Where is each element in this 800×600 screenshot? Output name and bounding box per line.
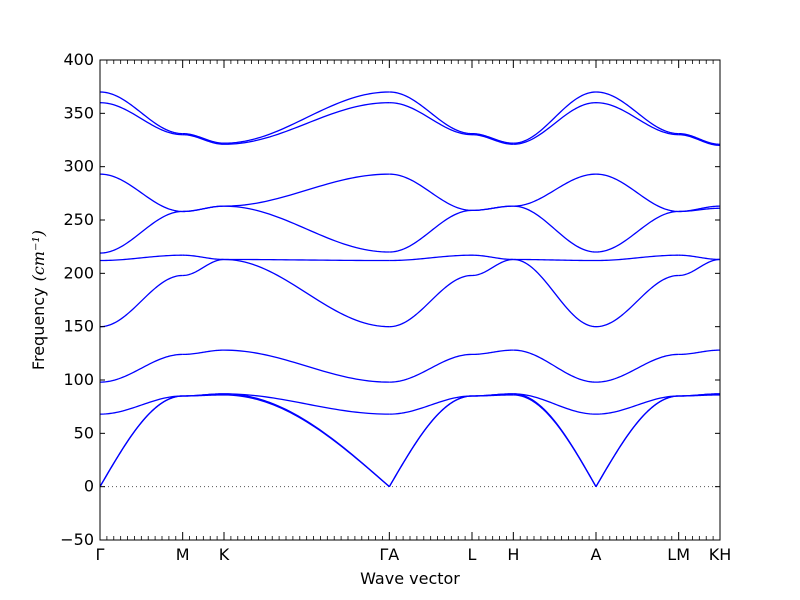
y-tick-label: 250: [63, 210, 94, 229]
band-line-seg5-band6: [513, 205, 597, 253]
plot-area: [100, 60, 720, 540]
y-tick-label: 100: [63, 370, 94, 389]
band-line-seg6-band5: [596, 254, 679, 262]
band-line-seg6-band7: [595, 173, 679, 213]
band-line-seg7-band3: [678, 349, 720, 356]
band-line-seg1-band5: [182, 254, 225, 261]
band-line-seg2-band2: [223, 393, 390, 415]
y-tick-label: 150: [63, 317, 94, 336]
y-tick-label: 0: [84, 477, 94, 496]
band-line-seg4-band7: [471, 205, 514, 212]
band-line-seg0-band1: [100, 395, 183, 487]
band-line-seg2-band3: [223, 349, 390, 383]
band-line-seg2-band7: [223, 173, 390, 207]
band-line-seg5-band4: [513, 258, 597, 328]
band-line-seg4-band4: [471, 258, 514, 277]
y-axis-title-unit: (cm⁻¹): [29, 230, 48, 281]
band-line-seg5-band1: [513, 393, 597, 487]
band-line-seg0-band3: [100, 353, 183, 383]
band-line-seg2-band8: [223, 102, 390, 145]
x-tick-label: H: [507, 545, 519, 564]
band-line-seg1-band9: [182, 132, 225, 144]
band-line-seg6-band6: [595, 210, 679, 253]
band-line-seg0-band2: [100, 395, 183, 415]
band-line-seg5-band3: [513, 349, 597, 383]
x-tick-label: LM: [667, 545, 690, 564]
phonon-bands: [100, 91, 720, 488]
band-line-seg1-band4: [182, 258, 225, 277]
band-line-seg6-band3: [595, 353, 679, 383]
band-line-seg3-band5: [389, 254, 473, 262]
y-axis-title-text: Frequency: [29, 287, 48, 370]
x-tick-label: M: [176, 545, 190, 564]
y-tick-label: 50: [74, 423, 94, 442]
band-line-seg5-band9: [513, 91, 597, 144]
plot-frame: [99, 59, 721, 541]
band-line-seg1-band3: [182, 349, 225, 356]
x-tick-label: Γ: [96, 545, 105, 564]
band-line-seg3-band9: [389, 91, 473, 135]
band-line-seg2-band5: [224, 258, 390, 262]
x-tick-label: L: [468, 545, 477, 564]
band-line-seg6-band9: [595, 91, 679, 135]
band-line-seg3-band1: [388, 395, 473, 487]
band-line-seg5-band8: [513, 102, 597, 145]
band-line-seg3-band8: [389, 102, 473, 136]
band-line-seg1-band7: [182, 205, 225, 213]
y-tick-label: 300: [63, 157, 94, 176]
band-line-seg7-band9: [678, 132, 720, 145]
band-line-seg7-band7: [678, 205, 720, 213]
band-line-seg6-band1: [595, 395, 679, 487]
band-line-seg7-band4: [678, 258, 720, 277]
x-tick-label: K: [219, 545, 230, 564]
band-line-seg0-band5: [100, 254, 183, 262]
band-line-seg1-band2: [182, 393, 224, 397]
band-line-seg5-band2: [513, 393, 597, 415]
band-line-seg7-band2: [678, 393, 720, 397]
band-line-seg2-band6: [223, 205, 390, 253]
band-line-seg1-band8: [182, 134, 225, 145]
band-line-seg4-band5: [471, 254, 514, 261]
x-tick-label: ΓA: [379, 545, 399, 564]
band-line-seg6-band2: [595, 395, 679, 415]
x-tick-label: KH: [709, 545, 732, 564]
y-axis-title: Frequency (cm⁻¹): [29, 230, 48, 370]
band-line-seg0-band7: [100, 173, 183, 213]
band-line-seg0-band9: [100, 91, 183, 135]
y-tick-label: 350: [63, 103, 94, 122]
band-line-seg4-band9: [471, 132, 514, 144]
band-line-seg5-band7: [513, 173, 597, 207]
band-line-seg3-band4: [389, 274, 473, 328]
x-axis-title: Wave vector: [360, 569, 460, 588]
y-tick-label: 200: [63, 263, 94, 282]
band-line-seg5-band5: [513, 258, 596, 262]
band-line-seg7-band8: [678, 134, 720, 146]
band-line-seg4-band2: [472, 393, 514, 397]
band-line-seg3-band2: [389, 395, 473, 415]
band-line-seg4-band8: [471, 134, 514, 145]
band-line-seg3-band6: [389, 209, 473, 253]
y-axis-ticks: −50 0 50 100 150 200 250 300 350 400: [60, 50, 720, 549]
band-line-seg6-band8: [595, 102, 679, 136]
band-line-seg6-band4: [595, 274, 679, 328]
band-line-seg3-band3: [389, 353, 473, 383]
band-line-seg0-band8: [100, 102, 183, 136]
band-line-seg7-band5: [678, 254, 720, 261]
x-tick-label: A: [591, 545, 602, 564]
band-line-seg2-band1: [223, 393, 390, 488]
band-line-seg3-band7: [389, 173, 473, 212]
band-line-seg4-band3: [471, 349, 514, 356]
band-line-seg2-band9: [223, 91, 390, 144]
band-line-seg0-band6: [100, 210, 183, 254]
y-tick-label: −50: [60, 530, 94, 549]
band-line-seg2-band4: [223, 258, 390, 328]
y-tick-label: 400: [63, 50, 94, 69]
band-line-seg0-band4: [100, 274, 183, 328]
